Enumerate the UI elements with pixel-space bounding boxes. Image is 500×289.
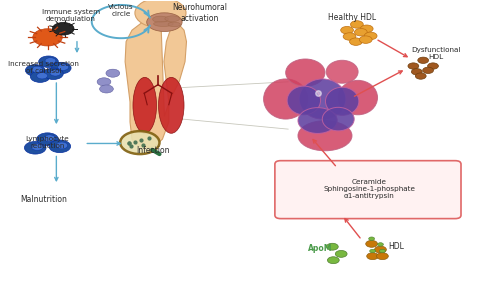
Text: Ceramide
Sphingosine-1-phosphate
α1-antitrypsin: Ceramide Sphingosine-1-phosphate α1-anti… (323, 179, 415, 199)
Circle shape (45, 58, 56, 64)
Ellipse shape (286, 59, 325, 86)
Text: ApoM: ApoM (308, 244, 333, 253)
Circle shape (328, 257, 339, 264)
Text: Dysfunctional
HDL: Dysfunctional HDL (411, 47, 460, 60)
Ellipse shape (146, 13, 182, 32)
Ellipse shape (154, 21, 173, 27)
Circle shape (106, 69, 120, 77)
Circle shape (354, 28, 367, 36)
Circle shape (120, 131, 160, 154)
Ellipse shape (299, 79, 346, 119)
Text: Immune system
demodulation: Immune system demodulation (42, 9, 100, 22)
Ellipse shape (152, 16, 168, 23)
Ellipse shape (264, 79, 308, 119)
Text: Healthy HDL: Healthy HDL (328, 13, 376, 22)
Circle shape (360, 25, 373, 32)
Circle shape (376, 253, 388, 260)
Circle shape (32, 143, 43, 150)
Circle shape (38, 56, 58, 67)
Text: Malnutrition: Malnutrition (20, 195, 67, 204)
Ellipse shape (326, 87, 359, 115)
Ellipse shape (338, 80, 378, 115)
Circle shape (56, 142, 68, 149)
Circle shape (26, 65, 45, 76)
Circle shape (364, 32, 377, 40)
Circle shape (32, 66, 42, 73)
FancyBboxPatch shape (275, 161, 461, 218)
Circle shape (100, 85, 114, 93)
Circle shape (52, 62, 71, 74)
Circle shape (366, 240, 378, 247)
Circle shape (336, 251, 347, 257)
Circle shape (49, 140, 70, 153)
Circle shape (24, 141, 46, 154)
Text: Vicious
circle: Vicious circle (108, 3, 134, 16)
Ellipse shape (326, 60, 358, 83)
Circle shape (412, 68, 422, 75)
Text: Neurohumoral
activation: Neurohumoral activation (172, 3, 228, 23)
Ellipse shape (165, 16, 180, 22)
Circle shape (350, 38, 362, 45)
Ellipse shape (168, 22, 180, 27)
Ellipse shape (133, 77, 156, 133)
Circle shape (30, 71, 50, 82)
Circle shape (378, 243, 384, 246)
Circle shape (418, 57, 428, 64)
Circle shape (97, 78, 111, 86)
Circle shape (366, 253, 378, 260)
Circle shape (416, 73, 426, 79)
Circle shape (380, 249, 386, 253)
Circle shape (33, 29, 62, 46)
Ellipse shape (287, 86, 320, 115)
Text: Infection: Infection (136, 146, 170, 155)
Ellipse shape (322, 107, 354, 131)
Circle shape (408, 63, 419, 69)
Circle shape (374, 246, 386, 253)
Circle shape (36, 73, 48, 79)
Circle shape (360, 36, 372, 43)
Text: Lymphocyte
reduction: Lymphocyte reduction (26, 136, 70, 149)
Circle shape (36, 133, 59, 145)
Circle shape (52, 23, 74, 35)
Circle shape (44, 68, 63, 79)
Circle shape (58, 64, 68, 70)
Circle shape (326, 243, 338, 250)
Circle shape (368, 237, 374, 240)
Ellipse shape (298, 108, 338, 134)
Circle shape (135, 0, 186, 28)
Circle shape (422, 67, 434, 73)
Circle shape (50, 70, 61, 76)
Circle shape (350, 21, 364, 28)
Text: HDL: HDL (388, 242, 404, 251)
Ellipse shape (158, 77, 184, 133)
Circle shape (428, 63, 438, 69)
Text: Increased secretion
of cortisol: Increased secretion of cortisol (8, 61, 79, 74)
Circle shape (343, 33, 356, 40)
Polygon shape (125, 9, 186, 148)
Circle shape (44, 135, 56, 142)
Circle shape (370, 249, 376, 253)
Circle shape (340, 27, 353, 34)
Ellipse shape (298, 121, 352, 151)
